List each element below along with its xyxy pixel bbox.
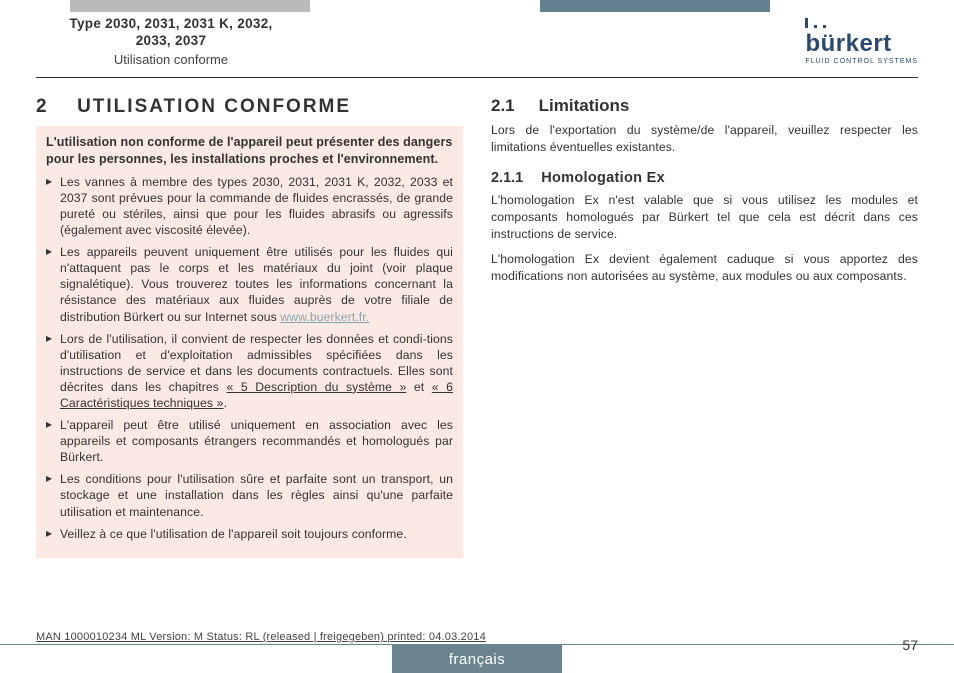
- header-left: Type 2030, 2031, 2031 K, 2032, 2033, 203…: [36, 16, 306, 67]
- type-line-1: Type 2030, 2031, 2031 K, 2032,: [36, 16, 306, 33]
- section-2-heading: 2 UTILISATION CONFORME: [36, 96, 463, 118]
- header-subhead: Utilisation conforme: [36, 52, 306, 67]
- subsubsection-title: Homologation Ex: [541, 170, 665, 186]
- bullet-item: Les vannes à membre des types 2030, 2031…: [46, 174, 453, 238]
- page: Type 2030, 2031, 2031 K, 2032, 2033, 203…: [0, 0, 954, 673]
- logo-tagline: FLUID CONTROL SYSTEMS: [805, 58, 918, 65]
- homologation-para-2: L'homologation Ex devient également cadu…: [491, 251, 918, 285]
- topbar-segment-1: [540, 0, 770, 12]
- right-column: 2.1 Limitations Lors de l'exportation du…: [491, 96, 918, 613]
- footer-meta: MAN 1000010234 ML Version: M Status: RL …: [36, 631, 486, 643]
- bullet-item: Les appareils peuvent uniquement être ut…: [46, 244, 453, 324]
- brand-logo: bürkert FLUID CONTROL SYSTEMS: [805, 18, 918, 65]
- bullet-item: L'appareil peut être utilisé uniquement …: [46, 417, 453, 465]
- logo-bars-icon: [805, 18, 826, 28]
- bullet-item: Lors de l'utilisation, il convient de re…: [46, 331, 453, 411]
- page-header: Type 2030, 2031, 2031 K, 2032, 2033, 203…: [36, 16, 918, 78]
- top-color-bar: [0, 0, 954, 12]
- subsection-title: Limitations: [539, 96, 630, 116]
- section-number: 2: [36, 96, 47, 118]
- warning-text: L'utilisation non conforme de l'appareil…: [46, 134, 453, 168]
- warning-box: L'utilisation non conforme de l'appareil…: [36, 126, 463, 558]
- subsection-number: 2.1: [491, 96, 515, 116]
- limitations-para: Lors de l'exportation du système/de l'ap…: [491, 122, 918, 156]
- cross-reference-link[interactable]: « 5 Description du système »: [226, 380, 406, 394]
- left-column: 2 UTILISATION CONFORME L'utilisation non…: [36, 96, 463, 613]
- logo-brand-text: bürkert: [805, 30, 891, 58]
- bullet-item: Veillez à ce que l'utilisation de l'appa…: [46, 526, 453, 542]
- subsubsection-number: 2.1.1: [491, 170, 523, 186]
- page-footer: MAN 1000010234 ML Version: M Status: RL …: [0, 627, 954, 673]
- content-area: 2 UTILISATION CONFORME L'utilisation non…: [36, 96, 918, 613]
- bullet-list: Les vannes à membre des types 2030, 2031…: [46, 174, 453, 542]
- homologation-para-1: L'homologation Ex n'est valable que si v…: [491, 192, 918, 243]
- page-number: 57: [902, 637, 918, 653]
- topbar-segment-0: [70, 0, 310, 12]
- language-tab: français: [392, 645, 562, 673]
- type-line-2: 2033, 2037: [36, 33, 306, 50]
- section-2-1-1-heading: 2.1.1 Homologation Ex: [491, 170, 918, 186]
- external-link[interactable]: www.buerkert.fr.: [280, 310, 369, 324]
- section-title: UTILISATION CONFORME: [77, 96, 351, 118]
- bullet-item: Les conditions pour l'utilisation sûre e…: [46, 471, 453, 519]
- section-2-1-heading: 2.1 Limitations: [491, 96, 918, 116]
